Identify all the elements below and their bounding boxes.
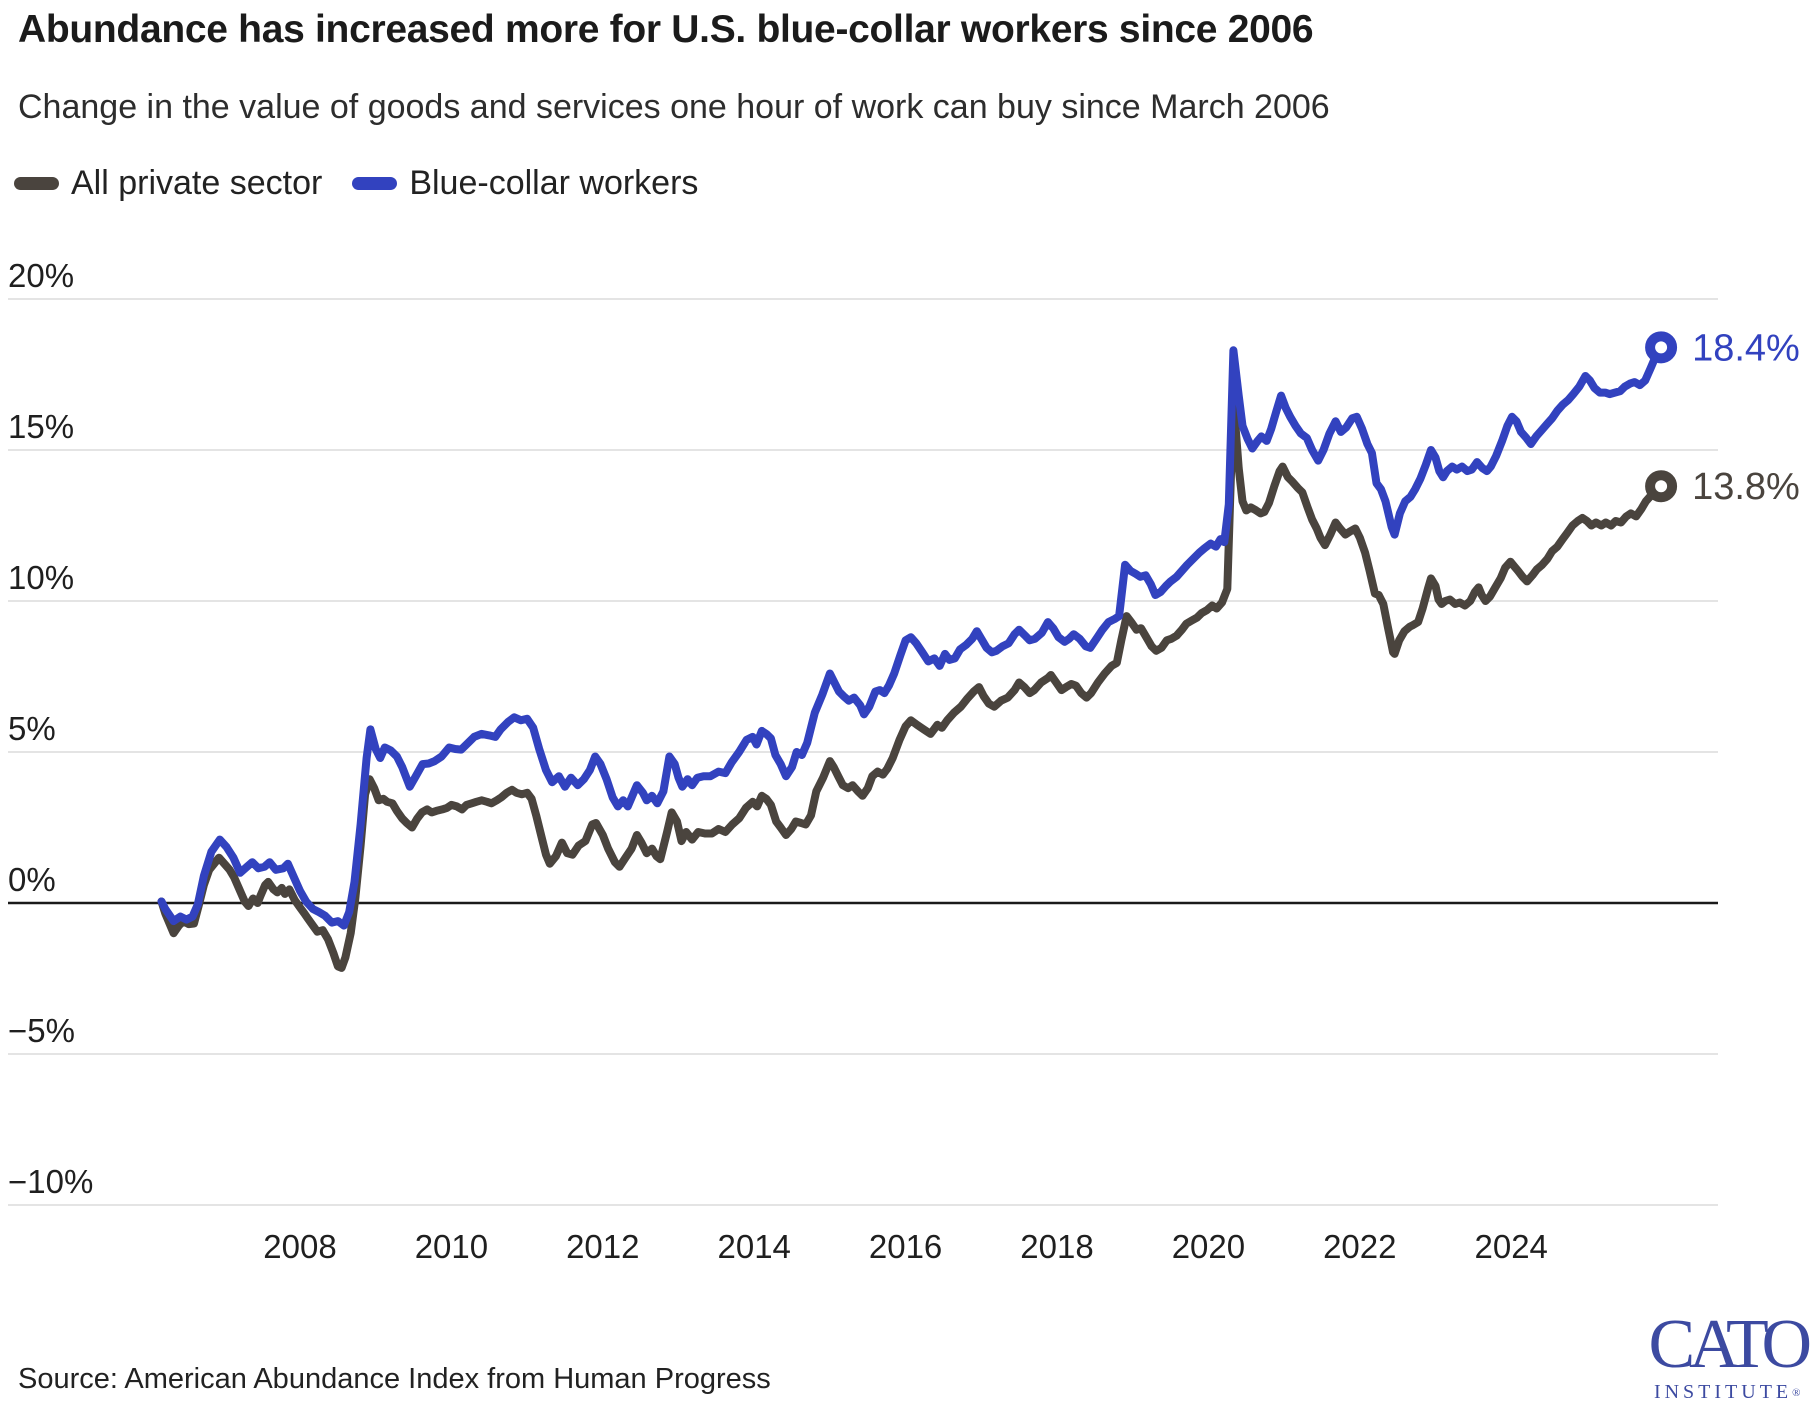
y-axis-tick-label: −5% bbox=[8, 1012, 75, 1049]
x-axis-tick-label: 2010 bbox=[415, 1228, 488, 1265]
endpoint-marker bbox=[1645, 331, 1678, 364]
x-axis-tick-label: 2014 bbox=[717, 1228, 790, 1265]
end-value-label: 13.8% bbox=[1692, 466, 1800, 508]
x-axis-tick-label: 2024 bbox=[1474, 1228, 1547, 1265]
x-axis-tick-label: 2018 bbox=[1020, 1228, 1093, 1265]
x-axis-tick-label: 2022 bbox=[1323, 1228, 1396, 1265]
registered-trademark-icon: ® bbox=[1792, 1386, 1801, 1399]
series-line bbox=[157, 394, 1666, 972]
legend: All private sector Blue-collar workers bbox=[14, 164, 698, 203]
end-value-label: 18.4% bbox=[1692, 327, 1800, 369]
legend-item-all-private-sector: All private sector bbox=[14, 164, 322, 203]
logo-wordmark: CATO bbox=[1648, 1306, 1812, 1383]
endpoint-marker bbox=[1645, 470, 1678, 503]
legend-item-blue-collar-workers: Blue-collar workers bbox=[352, 164, 698, 203]
y-axis-tick-label: 15% bbox=[8, 408, 74, 445]
legend-swatch-blue-collar-workers bbox=[352, 177, 398, 190]
chart-subtitle: Change in the value of goods and service… bbox=[18, 88, 1330, 126]
x-axis-tick-label: 2008 bbox=[263, 1228, 336, 1265]
y-axis-tick-label: 5% bbox=[8, 710, 56, 747]
legend-label-all-private-sector: All private sector bbox=[71, 164, 323, 202]
logo-subtext-label: INSTITUTE bbox=[1653, 1381, 1793, 1403]
y-axis-tick-label: 0% bbox=[8, 861, 56, 898]
legend-swatch-all-private-sector bbox=[14, 177, 59, 190]
logo-subtext: INSTITUTE® bbox=[1648, 1382, 1806, 1402]
legend-label-blue-collar-workers: Blue-collar workers bbox=[409, 164, 699, 202]
x-axis-tick-label: 2020 bbox=[1172, 1228, 1245, 1265]
x-axis-tick-label: 2016 bbox=[869, 1228, 942, 1265]
cato-institute-logo: CATO INSTITUTE® bbox=[1648, 1306, 1812, 1403]
source-note: Source: American Abundance Index from Hu… bbox=[18, 1363, 771, 1395]
y-axis-tick-label: −10% bbox=[8, 1163, 93, 1200]
y-axis-tick-label: 20% bbox=[8, 257, 74, 294]
series-line bbox=[157, 343, 1666, 930]
x-axis-tick-label: 2012 bbox=[566, 1228, 639, 1265]
y-axis-tick-label: 10% bbox=[8, 559, 74, 596]
page-title: Abundance has increased more for U.S. bl… bbox=[18, 8, 1314, 51]
